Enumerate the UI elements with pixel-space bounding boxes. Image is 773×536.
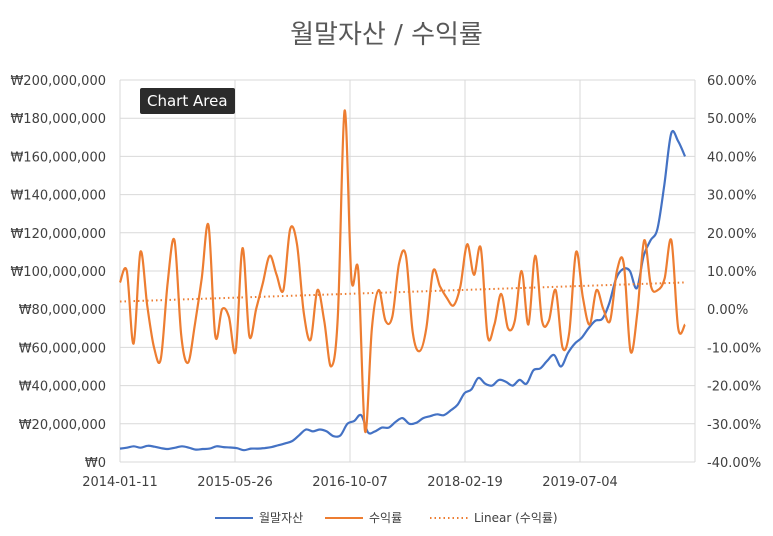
- legend-label: 월말자산: [259, 511, 303, 525]
- y-right-tick-label: 20.00%: [707, 227, 757, 242]
- x-tick-label: 2019-07-04: [542, 475, 618, 490]
- x-tick-label: 2018-02-19: [427, 475, 503, 490]
- y-right-tick-label: -30.00%: [707, 418, 761, 433]
- y-left-tick-label: ₩20,000,000: [19, 418, 106, 433]
- legend-label: 수익률: [369, 511, 402, 525]
- series-line-return: [118, 109, 686, 433]
- y-right-tick-label: 40.00%: [707, 150, 757, 165]
- series-line-assets: [119, 129, 687, 452]
- y-left-tick-label: ₩0: [85, 456, 106, 471]
- y-left-tick-label: ₩180,000,000: [10, 112, 106, 127]
- x-tick-label: 2015-05-26: [197, 475, 273, 490]
- y-left-tick-label: ₩160,000,000: [10, 150, 106, 165]
- y-right-tick-label: 50.00%: [707, 112, 757, 127]
- legend-label: Linear (수익률): [474, 511, 558, 525]
- y-right-tick-label: -40.00%: [707, 456, 761, 471]
- y-right-tick-label: -20.00%: [707, 380, 761, 395]
- y-right-tick-label: 0.00%: [707, 303, 748, 318]
- y-right-tick-label: -10.00%: [707, 341, 761, 356]
- x-tick-label: 2014-01-11: [82, 475, 158, 490]
- y-right-tick-label: 30.00%: [707, 189, 757, 204]
- chart-area-tooltip: Chart Area: [140, 88, 235, 114]
- y-left-tick-label: ₩200,000,000: [10, 74, 106, 89]
- y-left-tick-label: ₩60,000,000: [19, 341, 106, 356]
- chart-title: 월말자산 / 수익률: [290, 20, 483, 50]
- y-left-tick-label: ₩100,000,000: [10, 265, 106, 280]
- y-left-tick-label: ₩120,000,000: [10, 227, 106, 242]
- y-right-tick-label: 10.00%: [707, 265, 757, 280]
- y-left-tick-label: ₩40,000,000: [19, 380, 106, 395]
- y-left-tick-label: ₩80,000,000: [19, 303, 106, 318]
- y-left-tick-label: ₩140,000,000: [10, 189, 106, 204]
- x-tick-label: 2016-10-07: [312, 475, 388, 490]
- y-right-tick-label: 60.00%: [707, 74, 757, 89]
